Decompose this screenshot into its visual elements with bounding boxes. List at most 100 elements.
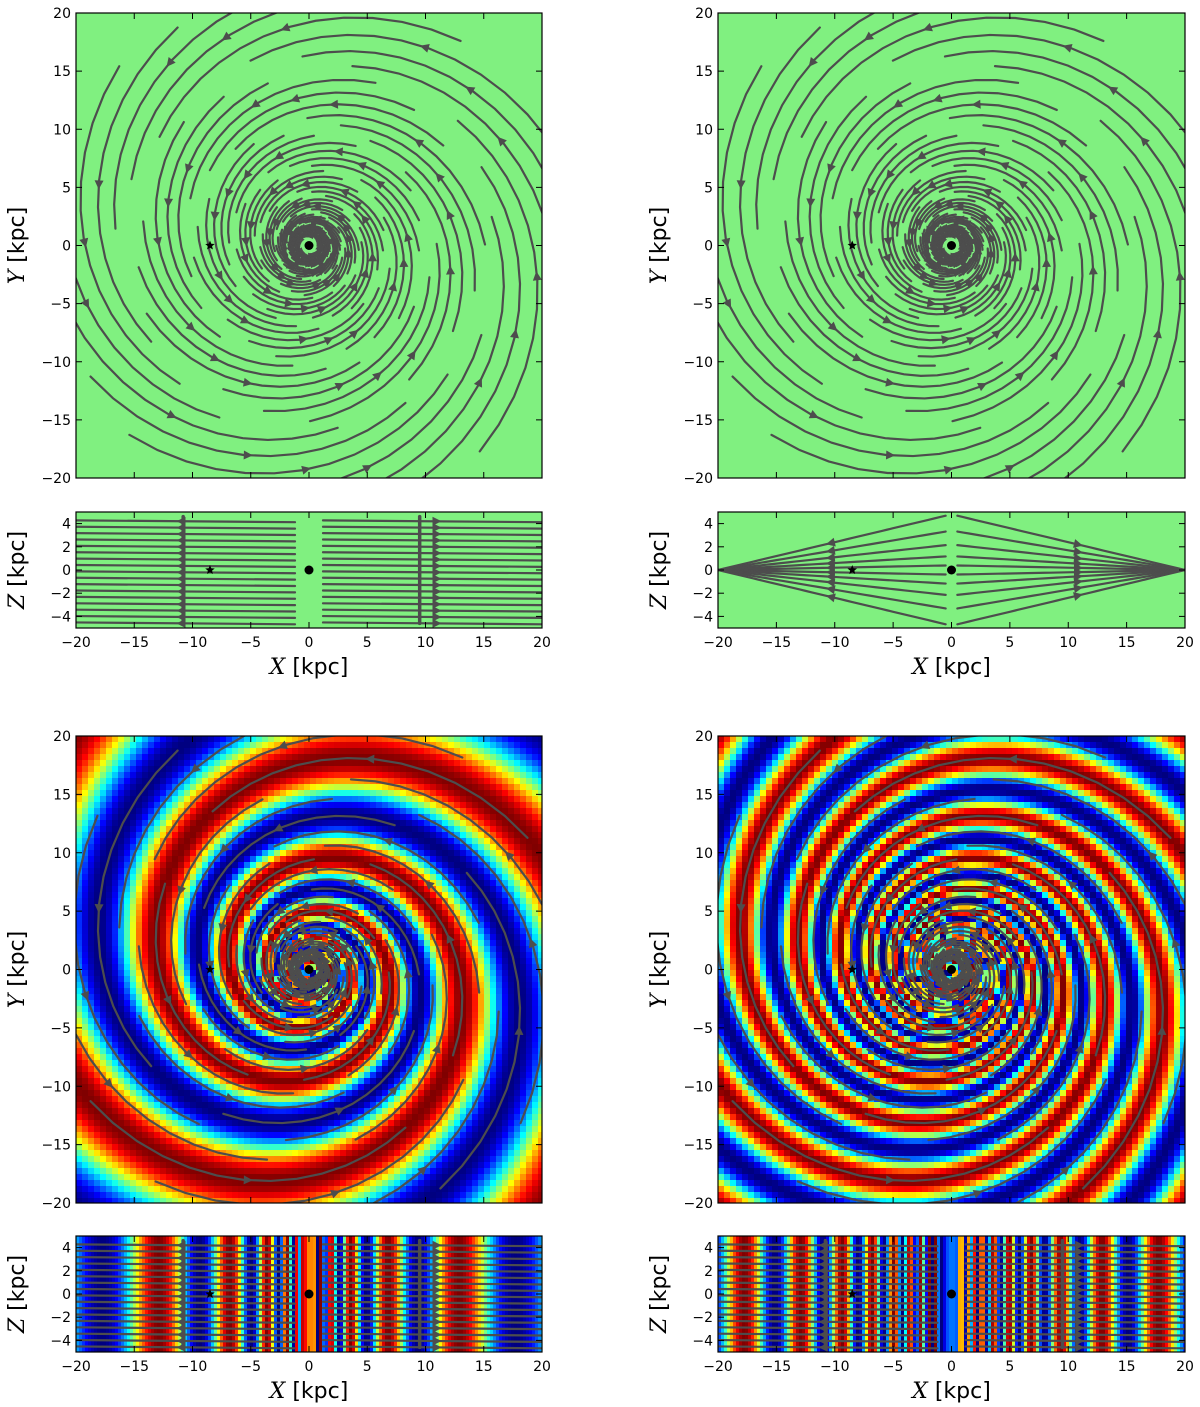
stream-arrow xyxy=(328,99,339,109)
y-tick-label: −10 xyxy=(683,1079,713,1095)
stream-arrow xyxy=(292,988,303,997)
stream-arrow xyxy=(923,254,933,265)
stream-arrow xyxy=(432,1279,442,1289)
streamline xyxy=(1027,215,1148,478)
stream-arrow xyxy=(372,371,382,382)
y-tick-label: −15 xyxy=(683,413,713,429)
stream-arrow xyxy=(343,248,353,258)
stream-arrow xyxy=(885,450,896,460)
y-axis-label: Z [kpc] xyxy=(5,531,30,610)
stream-arrow xyxy=(273,823,284,832)
stream-arrow xyxy=(1004,984,1014,995)
streamline xyxy=(787,312,1004,388)
x-tick-label: 5 xyxy=(363,635,372,651)
streamline xyxy=(301,49,542,171)
x-tick-label: 15 xyxy=(1118,635,1136,651)
stream-arrow xyxy=(432,1342,442,1352)
stream-arrow xyxy=(1074,1043,1084,1054)
stream-arrow xyxy=(432,1336,442,1346)
stream-arrow xyxy=(934,988,945,997)
stream-arrow xyxy=(308,1029,319,1038)
stream-arrow xyxy=(808,410,819,419)
y-tick-label: −10 xyxy=(41,355,71,371)
streamline xyxy=(831,78,1020,200)
stream-arrow xyxy=(1140,136,1150,147)
sun-star-marker xyxy=(847,240,858,250)
stream-arrow xyxy=(1030,281,1040,292)
x-tick-label: 5 xyxy=(1005,1359,1014,1375)
stream-arrow xyxy=(825,545,836,555)
stream-arrow xyxy=(324,907,334,917)
stream-arrow xyxy=(988,878,998,888)
stream-arrow xyxy=(225,1092,236,1102)
stream-arrow xyxy=(1062,43,1073,53)
y-tick-label: 5 xyxy=(704,904,713,920)
streamline xyxy=(731,1100,1050,1183)
streamline xyxy=(1014,1010,1143,1203)
y-tick-label: 0 xyxy=(704,563,713,579)
y-axis-label: Y [kpc] xyxy=(5,207,30,285)
stream-arrow xyxy=(928,278,939,287)
stream-arrow xyxy=(241,237,250,247)
stream-arrow xyxy=(299,901,310,910)
stream-arrow xyxy=(432,1323,442,1333)
stream-arrow xyxy=(404,232,413,243)
stream-arrow xyxy=(935,253,946,262)
stream-arrow xyxy=(243,169,253,180)
stream-arrow xyxy=(825,537,836,547)
streamline xyxy=(780,1015,988,1109)
stream-arrow xyxy=(432,1285,442,1295)
stream-arrow xyxy=(827,321,838,331)
streamline xyxy=(184,797,334,955)
x-tick-label: −5 xyxy=(883,635,904,651)
streamline xyxy=(1082,871,1165,1190)
stream-arrow xyxy=(924,952,933,963)
stream-arrow xyxy=(988,957,997,968)
y-tick-label: 5 xyxy=(62,904,71,920)
sun-star-marker xyxy=(847,565,858,575)
sun-star-marker xyxy=(205,240,215,250)
streamline xyxy=(113,13,234,230)
y-tick-label: 15 xyxy=(695,787,713,803)
stream-arrow xyxy=(889,220,899,231)
stream-arrow xyxy=(245,992,255,1003)
streamline xyxy=(284,984,434,1142)
stream-arrow xyxy=(287,972,297,983)
stream-arrow xyxy=(1175,271,1185,281)
x-tick-label: −20 xyxy=(61,635,91,651)
stream-arrow xyxy=(926,298,937,308)
stream-arrow xyxy=(958,266,969,276)
stream-arrow xyxy=(950,1029,961,1038)
stream-arrow xyxy=(1075,1240,1085,1250)
streamline xyxy=(731,375,1050,458)
stream-arrow xyxy=(368,960,378,971)
y-tick-label: −15 xyxy=(41,413,71,429)
stream-arrow xyxy=(974,1024,985,1034)
streamline xyxy=(96,749,179,1068)
stream-arrow xyxy=(864,31,874,41)
streamline xyxy=(948,114,1129,246)
stream-arrow xyxy=(722,298,732,309)
stream-arrow xyxy=(432,1247,442,1257)
stream-arrow xyxy=(300,304,311,314)
stream-arrow xyxy=(959,306,970,315)
stream-arrow xyxy=(290,93,301,103)
galactic-center-marker xyxy=(947,241,956,250)
streamline xyxy=(738,26,821,343)
stream-arrow xyxy=(432,516,442,526)
y-tick-label: −5 xyxy=(692,1021,713,1037)
streamline xyxy=(130,13,279,181)
stream-arrow xyxy=(1075,1279,1085,1289)
y-tick-label: 15 xyxy=(53,64,71,80)
stream-arrow xyxy=(356,162,367,171)
y-tick-label: 0 xyxy=(62,1287,71,1303)
stream-arrow xyxy=(465,86,476,96)
stream-arrow xyxy=(999,162,1010,171)
y-axis-label: Z [kpc] xyxy=(647,1255,672,1334)
streamline xyxy=(262,276,431,413)
stream-arrow xyxy=(432,1304,442,1314)
stream-arrow xyxy=(240,968,250,979)
stream-arrow xyxy=(330,1189,341,1199)
stream-arrow xyxy=(981,987,990,999)
